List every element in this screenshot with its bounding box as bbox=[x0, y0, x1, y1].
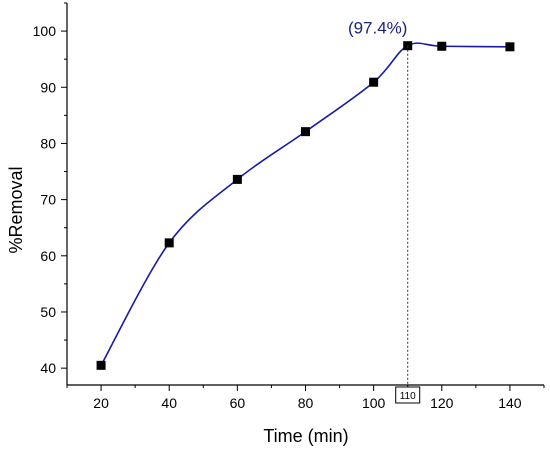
y-tick-label: 50 bbox=[40, 304, 56, 320]
x-axis-title: Time (min) bbox=[263, 426, 348, 446]
x-tick-label: 140 bbox=[498, 395, 522, 411]
x-tick-label: 80 bbox=[298, 395, 314, 411]
data-point-marker bbox=[369, 77, 379, 87]
axes-group: 20 40 60 80 100 120 140 40 50 60 70 80 90 100 bbox=[33, 2, 545, 411]
fit-curve-line bbox=[100, 42, 510, 366]
annotation-group: (97.4%) 110 bbox=[348, 19, 421, 404]
fit-curve-group bbox=[100, 42, 510, 366]
data-point-marker bbox=[164, 238, 174, 248]
annotation-box bbox=[395, 386, 421, 404]
y-tick-label: 100 bbox=[33, 23, 57, 39]
y-tick-label: 70 bbox=[40, 192, 56, 208]
x-tick-label: 60 bbox=[230, 395, 246, 411]
x-tick-label: 120 bbox=[430, 395, 454, 411]
data-point-marker bbox=[505, 42, 515, 52]
data-point-marker bbox=[232, 174, 242, 184]
y-axis-title: %Removal bbox=[6, 166, 26, 253]
data-point-marker bbox=[301, 127, 310, 137]
annotation-label: (97.4%) bbox=[348, 19, 408, 38]
markers-group bbox=[96, 41, 515, 370]
y-tick-label: 60 bbox=[40, 248, 56, 264]
x-tick-label: 40 bbox=[161, 395, 177, 411]
x-tick-label: 20 bbox=[93, 395, 109, 411]
annotation-box-label: 110 bbox=[400, 391, 416, 402]
data-point-marker bbox=[96, 360, 106, 370]
data-point-marker bbox=[437, 41, 447, 51]
y-tick-label: 90 bbox=[40, 79, 56, 95]
y-tick-label: 80 bbox=[40, 135, 56, 151]
y-tick-label: 40 bbox=[40, 360, 56, 376]
x-tick-label: 100 bbox=[362, 395, 386, 411]
